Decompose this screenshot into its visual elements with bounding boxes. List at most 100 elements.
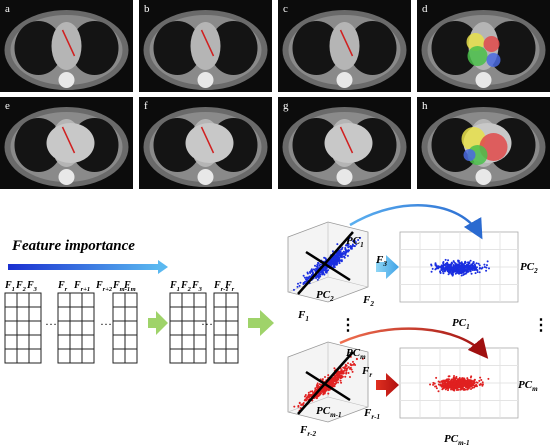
point xyxy=(333,255,336,258)
feature-grids: F1 F2 F3 Fr Fr+1 Fr+2 Fm-1Fm F1 F2 F3 Fr-1Fr……… xyxy=(4,280,239,364)
point xyxy=(457,378,460,381)
axis-label-sub: r-2 xyxy=(307,430,316,438)
point xyxy=(298,401,301,404)
point xyxy=(462,273,465,276)
point xyxy=(485,266,488,269)
point xyxy=(457,384,460,387)
point xyxy=(337,371,340,374)
grid-cell xyxy=(124,320,138,336)
point xyxy=(434,385,437,388)
point xyxy=(439,384,442,387)
axis-label-base: F xyxy=(362,294,371,306)
point xyxy=(302,402,305,405)
point xyxy=(487,377,490,380)
grid-cell xyxy=(225,320,239,336)
point xyxy=(331,259,334,262)
point xyxy=(453,383,456,386)
grid-cell xyxy=(4,334,18,350)
point xyxy=(458,384,461,387)
grid-cell xyxy=(169,306,183,322)
point xyxy=(445,267,448,270)
point xyxy=(447,259,450,262)
grid-cell xyxy=(57,348,71,364)
feature-label-sub: 1 xyxy=(12,286,15,293)
point xyxy=(317,395,320,398)
importance-bar xyxy=(8,264,158,270)
point xyxy=(473,382,476,385)
grid-cell xyxy=(169,348,183,364)
point xyxy=(469,268,472,271)
point xyxy=(451,267,454,270)
point xyxy=(449,380,452,383)
point xyxy=(478,266,481,269)
point xyxy=(453,269,456,272)
grid-cell xyxy=(69,334,83,350)
point xyxy=(430,270,433,273)
point xyxy=(337,381,340,384)
grid-cell xyxy=(181,306,195,322)
point xyxy=(321,268,324,271)
point xyxy=(466,388,469,391)
grid-cell xyxy=(69,320,83,336)
axis-label: F2 xyxy=(362,294,374,308)
point xyxy=(447,378,450,381)
grid-cell xyxy=(28,292,42,308)
point xyxy=(444,383,447,386)
point xyxy=(352,363,355,366)
point xyxy=(340,248,343,251)
measure-line xyxy=(200,126,215,154)
point xyxy=(463,270,466,273)
pc-axis xyxy=(305,250,351,282)
point xyxy=(441,270,444,273)
grid-cell xyxy=(57,320,71,336)
ellipsis: … xyxy=(100,314,112,328)
point xyxy=(332,385,335,388)
point xyxy=(338,258,341,261)
grid-cell xyxy=(4,348,18,364)
point xyxy=(344,365,347,368)
point xyxy=(460,381,463,384)
point xyxy=(470,385,473,388)
point xyxy=(472,261,475,264)
point xyxy=(460,274,463,277)
grid-cell xyxy=(181,348,195,364)
point xyxy=(479,376,482,379)
axis-label-base: F xyxy=(363,407,372,419)
grid-cell xyxy=(28,320,42,336)
point xyxy=(487,267,490,270)
panel-label: a xyxy=(5,3,10,15)
point xyxy=(319,263,322,266)
point xyxy=(316,384,319,387)
point xyxy=(466,267,469,270)
feature-label-base: F xyxy=(4,280,12,291)
point xyxy=(461,386,464,389)
point xyxy=(328,382,331,385)
point xyxy=(344,375,347,378)
feature-importance-title: Feature importance xyxy=(11,238,135,254)
point xyxy=(451,273,454,276)
point xyxy=(316,263,319,266)
ellipsis: … xyxy=(201,314,213,328)
point xyxy=(443,264,446,267)
axis-label: F1 xyxy=(297,309,309,323)
feature-label-sub: 1 xyxy=(177,286,180,293)
segmentation xyxy=(461,127,486,151)
point xyxy=(303,276,306,279)
axis-label: PC2 xyxy=(520,261,538,275)
grid-cell xyxy=(112,306,126,322)
point xyxy=(468,261,471,264)
point xyxy=(454,379,457,382)
point xyxy=(339,379,342,382)
grid-cell xyxy=(225,334,239,350)
point xyxy=(304,278,307,281)
point xyxy=(435,387,438,390)
ct-lung xyxy=(431,21,480,75)
point xyxy=(292,288,295,291)
point xyxy=(435,267,438,270)
point xyxy=(316,275,319,278)
point xyxy=(327,392,330,395)
point xyxy=(452,386,455,389)
feature-label-sub: m xyxy=(131,286,136,293)
point xyxy=(437,267,440,270)
point xyxy=(333,375,336,378)
